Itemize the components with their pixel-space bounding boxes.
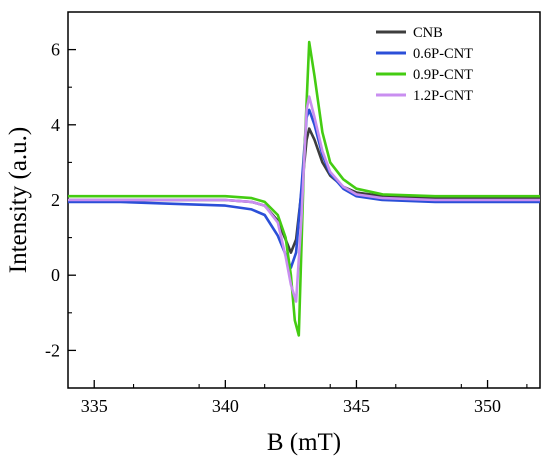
legend-label: 0.9P-CNT: [413, 67, 473, 83]
legend-label: 1.2P-CNT: [413, 88, 473, 104]
x-tick-label: 350: [474, 396, 501, 416]
x-axis-title: B (mT): [267, 429, 341, 456]
series-line-4: [68, 95, 540, 303]
y-tick-labels: -2 0 2 4 6: [45, 40, 60, 361]
y-tick-label: 4: [51, 115, 60, 135]
y-tick-label: -2: [45, 340, 60, 360]
x-tick-labels: 335 340 345 350: [81, 396, 501, 416]
legend-label: CNB: [413, 25, 443, 41]
y-axis-title: Intensity (a.u.): [5, 127, 32, 273]
x-tick-label: 345: [343, 396, 370, 416]
series-lines: [68, 40, 540, 337]
legend-label: 0.6P-CNT: [413, 46, 473, 62]
y-tick-label: 6: [51, 40, 60, 60]
x-tick-label: 335: [81, 396, 108, 416]
legend: CNB 0.6P-CNT 0.9P-CNT 1.2P-CNT: [376, 25, 473, 104]
tick-marks: [68, 48, 528, 388]
y-tick-label: 2: [51, 190, 60, 210]
y-tick-label: 0: [51, 265, 60, 285]
x-tick-label: 340: [212, 396, 239, 416]
series-line-3: [68, 40, 540, 337]
